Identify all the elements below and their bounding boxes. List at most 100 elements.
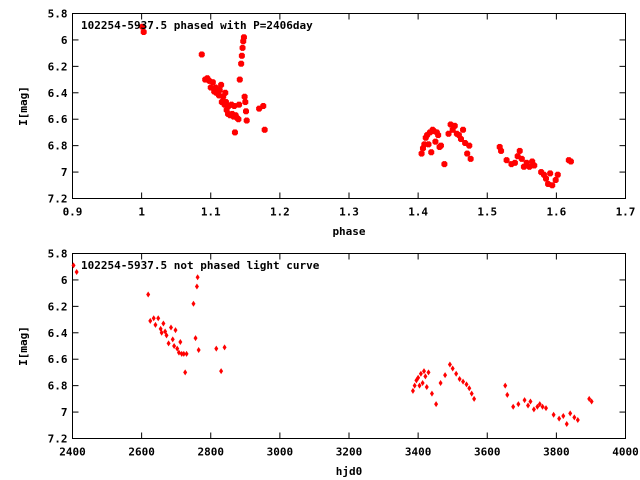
data-point xyxy=(140,28,147,36)
phased-light-curve-plot: 0.9 1 1.1 1.2 1.3 1.4 1.5 1.6 1.7 5.8 6 6.2 6.4 6.6 6.… xyxy=(17,8,635,239)
phased-y-tick-label: 5.8 xyxy=(48,8,68,21)
unphased-plot-points xyxy=(71,262,594,427)
phased-x-tick-label: 1 xyxy=(138,206,145,219)
unphased-x-tick-label: 3200 xyxy=(336,446,363,459)
data-point xyxy=(435,131,442,139)
unphased-plot-axes: 2400 2600 2800 3000 3200 3400 3600 3800 4000 5.8 6… xyxy=(48,248,639,459)
data-point xyxy=(163,328,168,335)
data-point xyxy=(191,300,196,307)
data-point xyxy=(544,405,549,412)
data-point xyxy=(511,403,516,410)
data-point xyxy=(173,327,178,334)
data-point xyxy=(447,361,452,368)
data-point xyxy=(437,142,445,149)
data-point xyxy=(441,161,448,168)
data-point xyxy=(236,76,243,83)
unphased-light-curve-plot: 2400 2600 2800 3000 3200 3400 3600 3800 4000 5.8 6… xyxy=(17,248,639,479)
data-point xyxy=(528,398,533,405)
data-point xyxy=(183,369,188,376)
data-point xyxy=(572,414,577,421)
data-point xyxy=(261,126,268,133)
data-point xyxy=(222,344,227,351)
phased-plot-x-axis-label: phase xyxy=(332,225,365,238)
data-point xyxy=(443,372,448,379)
unphased-x-tick-label: 3800 xyxy=(543,446,570,459)
phased-y-tick-label: 6.4 xyxy=(48,87,68,100)
data-point xyxy=(542,175,550,182)
data-point xyxy=(422,368,427,375)
data-point xyxy=(164,332,169,339)
data-point xyxy=(516,401,521,408)
data-point xyxy=(151,315,156,322)
data-point xyxy=(472,395,477,402)
phased-plot-title: 102254-5937.5 phased with P=2406day xyxy=(81,19,313,32)
data-point xyxy=(497,147,505,155)
unphased-x-tick-label: 4000 xyxy=(612,446,639,459)
unphased-x-tick-label: 3400 xyxy=(405,446,432,459)
data-point xyxy=(503,382,508,389)
data-point xyxy=(412,382,417,389)
phased-y-tick-label: 7.2 xyxy=(48,193,68,206)
data-point xyxy=(567,158,575,165)
data-point xyxy=(537,401,542,408)
data-point xyxy=(260,102,267,110)
phased-x-tick-label: 1.3 xyxy=(339,206,359,219)
data-point xyxy=(425,141,432,148)
data-point xyxy=(207,84,214,91)
data-point xyxy=(175,345,180,352)
data-point xyxy=(161,320,166,327)
data-point xyxy=(193,335,198,342)
data-point xyxy=(216,87,223,94)
unphased-plot-x-axis-label: hjd0 xyxy=(336,465,363,478)
data-point xyxy=(243,117,250,124)
data-point xyxy=(74,269,79,275)
unphased-y-tick-label: 6.2 xyxy=(48,300,68,313)
data-point xyxy=(420,380,425,386)
data-point xyxy=(170,336,175,343)
data-point xyxy=(589,398,594,405)
unphased-plot-title: 102254-5937.5 not phased light curve xyxy=(81,259,320,272)
data-point xyxy=(156,315,161,322)
data-point xyxy=(454,370,459,377)
data-point xyxy=(438,380,443,386)
data-point xyxy=(153,321,158,328)
data-point xyxy=(575,417,580,423)
phased-x-tick-label: 1.6 xyxy=(546,206,566,219)
data-point xyxy=(459,126,467,133)
data-point xyxy=(418,370,423,377)
data-point xyxy=(169,324,174,331)
phased-plot-y-axis-label: I[mag] xyxy=(17,86,30,126)
data-point xyxy=(238,60,245,67)
data-point xyxy=(522,397,527,404)
data-point xyxy=(181,350,186,357)
unphased-y-tick-label: 5.8 xyxy=(48,248,68,261)
data-point xyxy=(240,34,248,41)
data-point xyxy=(461,378,466,385)
data-point xyxy=(423,373,428,380)
data-point xyxy=(194,283,199,290)
unphased-y-tick-label: 6.6 xyxy=(48,353,68,366)
data-point xyxy=(432,138,439,145)
phased-plot-axes: 0.9 1 1.1 1.2 1.3 1.4 1.5 1.6 1.7 5.8 6 6.2 6.4 6.6 6.… xyxy=(48,8,636,219)
data-point xyxy=(464,150,471,157)
data-point xyxy=(410,387,415,394)
data-point xyxy=(159,329,164,336)
unphased-y-tick-label: 6.4 xyxy=(48,327,68,340)
data-point xyxy=(198,51,205,58)
data-point xyxy=(146,291,151,298)
data-point xyxy=(587,395,592,402)
data-point xyxy=(445,130,452,137)
data-point xyxy=(222,89,229,96)
data-point xyxy=(434,401,439,408)
data-point xyxy=(417,382,422,389)
data-point xyxy=(195,274,200,281)
unphased-x-tick-label: 3000 xyxy=(267,446,294,459)
data-point xyxy=(214,345,219,352)
unphased-x-tick-label: 2400 xyxy=(59,446,86,459)
data-point xyxy=(241,93,248,100)
data-point xyxy=(516,147,523,155)
unphased-y-tick-label: 7.2 xyxy=(48,433,68,446)
unphased-x-tick-label: 3600 xyxy=(474,446,501,459)
data-point xyxy=(217,81,225,88)
data-point xyxy=(531,406,536,413)
